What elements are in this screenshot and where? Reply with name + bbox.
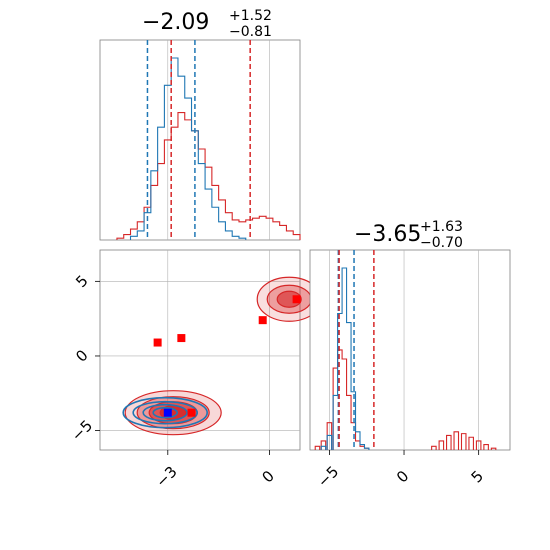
- param2-title-sup: +1.63: [420, 219, 463, 235]
- blue-contour-level: [132, 400, 198, 425]
- blue-contour-level: [142, 403, 188, 422]
- param2-histogram-frame: [309, 249, 511, 451]
- param1-title-sup: +1.52: [229, 8, 272, 24]
- joint-density-y-ticks: 5 0 −5: [68, 272, 100, 445]
- red-square-marker: [153, 338, 162, 347]
- param2-histogram-panel: −5 0 5: [309, 249, 511, 491]
- red-square-marker: [187, 408, 196, 417]
- x-tick-label: −5: [314, 463, 342, 491]
- joint-density-marks: [122, 276, 322, 436]
- blue-square-marker: [163, 408, 172, 417]
- red-square-marker: [177, 334, 186, 343]
- blue-contour-level: [152, 406, 178, 419]
- joint-density-panel: −3 0 5 0 −5: [68, 249, 322, 491]
- x-tick-label: 5: [468, 467, 487, 486]
- param1-title-sub: −0.81: [229, 24, 272, 40]
- blue-histogram-param1: [129, 57, 247, 240]
- red-histogram-param1: [116, 112, 301, 240]
- param2-histogram-grid: [329, 250, 479, 450]
- red-square-marker: [292, 295, 301, 304]
- param1-histogram-panel: [99, 39, 301, 241]
- param1-title: −2.09: [142, 10, 209, 35]
- param2-histogram-x-ticks: −5 0 5: [314, 450, 487, 491]
- y-tick-label: 5: [72, 272, 91, 291]
- x-tick-label: 0: [258, 467, 277, 486]
- blue-histogram-param2: [320, 267, 370, 450]
- x-tick-label: −3: [152, 463, 180, 491]
- y-tick-label: −5: [68, 416, 96, 444]
- joint-density-x-ticks: −3 0: [152, 450, 278, 491]
- param2-title-sub: −0.70: [420, 235, 463, 251]
- y-tick-label: 0: [72, 346, 91, 365]
- param2-title: −3.65: [354, 222, 421, 247]
- param1-histogram-frame: [99, 39, 301, 241]
- x-tick-label: 0: [393, 467, 412, 486]
- param1-histogram-marks: [116, 40, 301, 240]
- red-square-marker: [258, 316, 267, 325]
- blue-contour-level: [122, 396, 208, 429]
- red-histogram-param2: [314, 349, 497, 450]
- param2-histogram-marks: [314, 250, 497, 450]
